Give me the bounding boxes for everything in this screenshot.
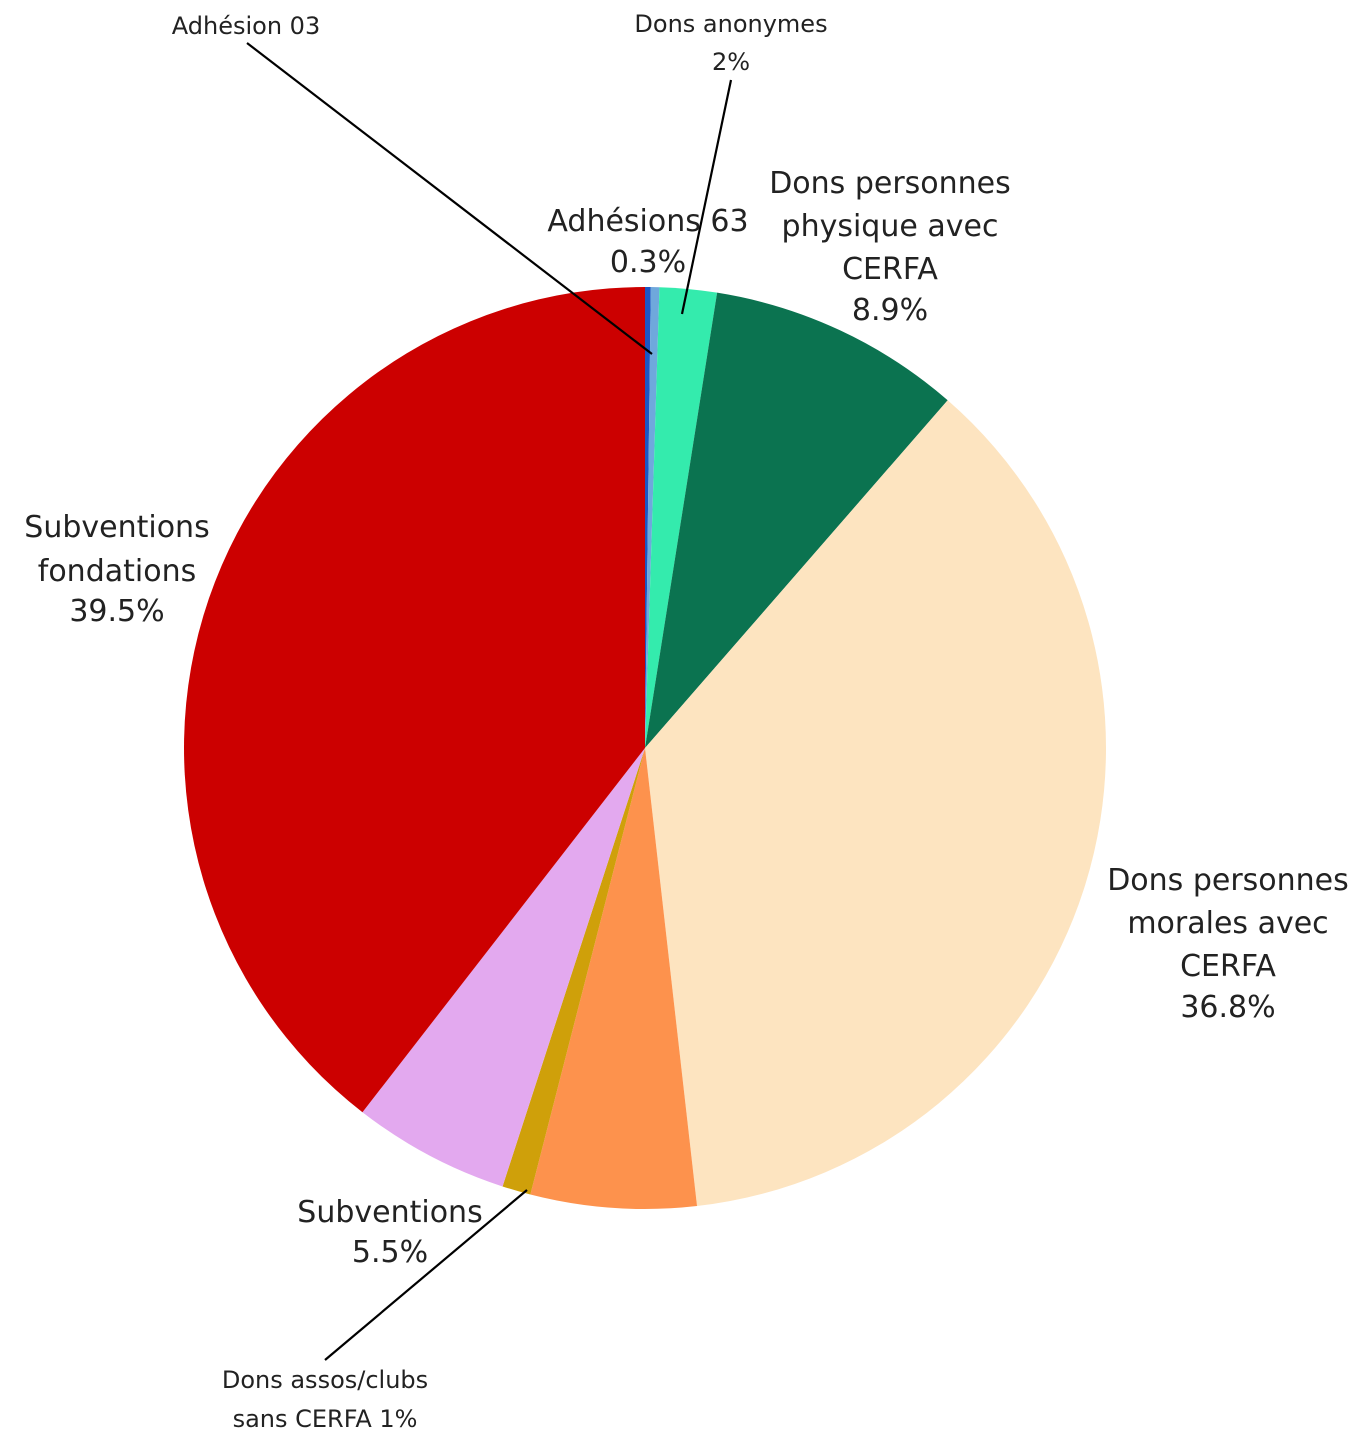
label-adhesions-63-name: Adhésions 63 xyxy=(547,204,748,239)
label-dons-anonymes-pct: 2% xyxy=(712,48,750,76)
leader-line-dons-anonymes xyxy=(680,79,733,315)
label-dons-pp-line2: physique avec xyxy=(782,209,999,244)
label-subventions-fondations-line2: fondations xyxy=(38,554,196,589)
label-dons-assos-line2: sans CERFA 1% xyxy=(233,1405,418,1433)
pie-slice-subventions xyxy=(362,748,645,1187)
label-dons-pp-line1: Dons personnes xyxy=(769,166,1011,201)
label-subventions-fondations-line1: Subventions xyxy=(24,510,209,545)
label-dons-pm-pct: 36.8% xyxy=(1180,990,1275,1025)
pie-slice-subventions-fondations xyxy=(184,287,645,1113)
leader-line-dons-assos xyxy=(324,1189,528,1361)
pie-slice-adhesion-03 xyxy=(645,287,651,748)
pie-slice-orange xyxy=(530,748,698,1209)
label-subventions-fondations-pct: 39.5% xyxy=(69,594,164,629)
label-dons-pp-pct: 8.9% xyxy=(852,293,928,328)
label-subventions-pct: 5.5% xyxy=(352,1235,428,1270)
label-dons-pm-line3: CERFA xyxy=(1180,949,1276,984)
label-dons-anonymes-name: Dons anonymes xyxy=(634,10,827,38)
label-dons-assos-line1: Dons assos/clubs xyxy=(222,1366,428,1394)
pie-slice-dons-pm-cerfa xyxy=(645,400,1106,1207)
label-dons-pp-line3: CERFA xyxy=(842,252,938,287)
label-dons-pm-line1: Dons personnes xyxy=(1107,863,1349,898)
pie-slices xyxy=(184,287,1106,1209)
pie-slice-dons-pp-cerfa xyxy=(645,292,948,748)
leader-line-adhesion-03 xyxy=(246,42,653,355)
pie-slice-dons-assos xyxy=(502,748,645,1195)
label-adhesions-63-pct: 0.3% xyxy=(610,245,686,280)
label-subventions-name: Subventions xyxy=(297,1195,482,1230)
pie-slice-dons-anonymes xyxy=(645,287,718,748)
label-adhesion-03: Adhésion 03 xyxy=(172,12,320,40)
label-dons-pm-line2: morales avec xyxy=(1127,906,1328,941)
pie-slice-adhesions-63 xyxy=(645,287,660,748)
